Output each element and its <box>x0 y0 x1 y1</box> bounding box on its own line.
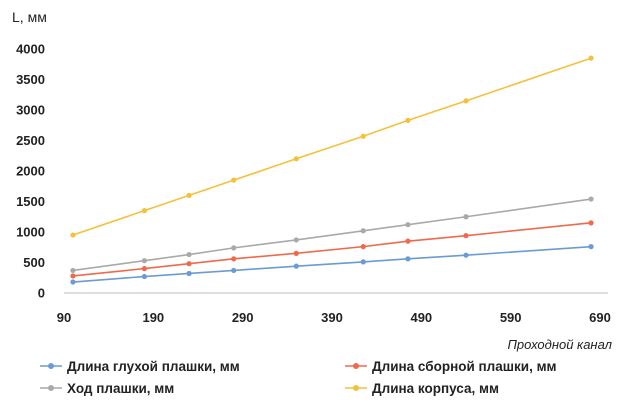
data-point <box>231 245 237 251</box>
series-layer <box>70 55 594 285</box>
data-point <box>405 256 411 262</box>
data-point <box>70 232 76 238</box>
legend-marker <box>48 363 54 369</box>
legend-marker <box>353 385 359 391</box>
data-point <box>405 222 411 228</box>
series-0 <box>70 244 594 285</box>
data-point <box>141 266 147 272</box>
legend-label: Длина корпуса, мм <box>372 381 499 396</box>
series-1 <box>70 220 594 279</box>
y-tick-label: 2000 <box>16 164 45 179</box>
data-point <box>360 228 366 234</box>
data-point <box>186 261 192 267</box>
y-tick-label: 1500 <box>16 194 45 209</box>
data-point <box>463 233 469 239</box>
data-point <box>293 263 299 269</box>
x-axis-ticks: 90 190 290 390 490 590 690 <box>57 310 611 325</box>
data-point <box>360 133 366 139</box>
data-point <box>186 192 192 198</box>
data-point <box>186 270 192 277</box>
data-point <box>231 256 237 262</box>
x-tick-label: 290 <box>232 310 254 325</box>
data-point <box>588 244 594 250</box>
data-point <box>70 273 76 279</box>
data-point <box>293 237 299 243</box>
data-point <box>70 267 76 274</box>
data-point <box>360 244 366 250</box>
y-tick-label: 1000 <box>16 225 45 240</box>
y-tick-label: 3000 <box>16 103 45 118</box>
legend-label: Длина глухой плашки, мм <box>67 359 240 374</box>
legend-item: Длина сборной плашки, мм <box>345 359 557 374</box>
series-line <box>72 198 592 272</box>
data-point <box>463 252 469 258</box>
y-tick-label: 500 <box>23 255 45 270</box>
x-tick-label: 690 <box>589 310 611 325</box>
legend-item: Длина корпуса, мм <box>345 381 499 396</box>
legend-item: Ход плашки, мм <box>40 381 174 396</box>
data-point <box>293 250 299 256</box>
x-tick-label: 590 <box>500 310 522 325</box>
y-tick-label: 4000 <box>16 42 45 57</box>
series-line <box>72 222 592 277</box>
data-point <box>588 55 594 61</box>
series-3 <box>70 55 594 238</box>
y-tick-label: 2500 <box>16 133 45 148</box>
series-line <box>72 57 592 236</box>
y-axis-title: L, мм <box>12 9 47 25</box>
data-point <box>463 214 469 220</box>
data-point <box>405 238 411 244</box>
data-point <box>360 259 366 265</box>
data-point <box>405 117 411 123</box>
data-point <box>588 196 594 202</box>
data-point <box>141 273 147 280</box>
data-point <box>141 258 147 264</box>
legend-item: Длина глухой плашки, мм <box>40 359 240 374</box>
y-tick-label: 0 <box>38 286 45 301</box>
data-point <box>186 251 192 258</box>
data-point <box>141 208 147 214</box>
data-point <box>70 279 76 285</box>
x-tick-label: 390 <box>321 310 343 325</box>
legend-marker <box>353 363 359 369</box>
data-point <box>463 98 469 104</box>
legend-marker <box>48 385 54 391</box>
x-tick-label: 190 <box>142 310 164 325</box>
legend-label: Длина сборной плашки, мм <box>372 359 557 374</box>
y-axis-ticks: 0 500 1000 1500 2000 2500 3000 3500 4000 <box>16 42 45 301</box>
data-point <box>588 220 594 226</box>
data-point <box>231 177 237 183</box>
data-point <box>293 156 299 162</box>
legend: Длина глухой плашки, мм Длина сборной пла… <box>40 359 557 396</box>
y-tick-label: 3500 <box>16 72 45 87</box>
x-axis-title: Проходной канал <box>507 337 612 352</box>
data-point <box>231 267 237 274</box>
x-tick-label: 490 <box>410 310 432 325</box>
legend-label: Ход плашки, мм <box>67 381 174 396</box>
series-2 <box>70 196 594 274</box>
x-tick-label: 90 <box>57 310 71 325</box>
series-line <box>72 245 592 283</box>
